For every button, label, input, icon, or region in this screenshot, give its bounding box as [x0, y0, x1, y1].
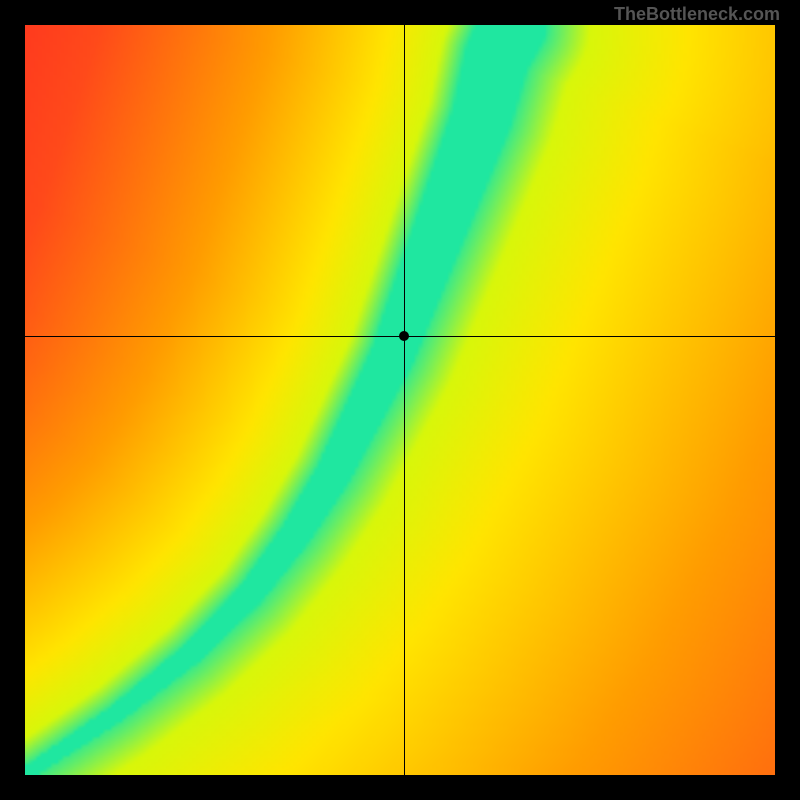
crosshair-marker [399, 331, 409, 341]
crosshair-vertical [404, 25, 405, 775]
heatmap-canvas [25, 25, 775, 775]
heatmap-plot [25, 25, 775, 775]
watermark-text: TheBottleneck.com [614, 4, 780, 25]
